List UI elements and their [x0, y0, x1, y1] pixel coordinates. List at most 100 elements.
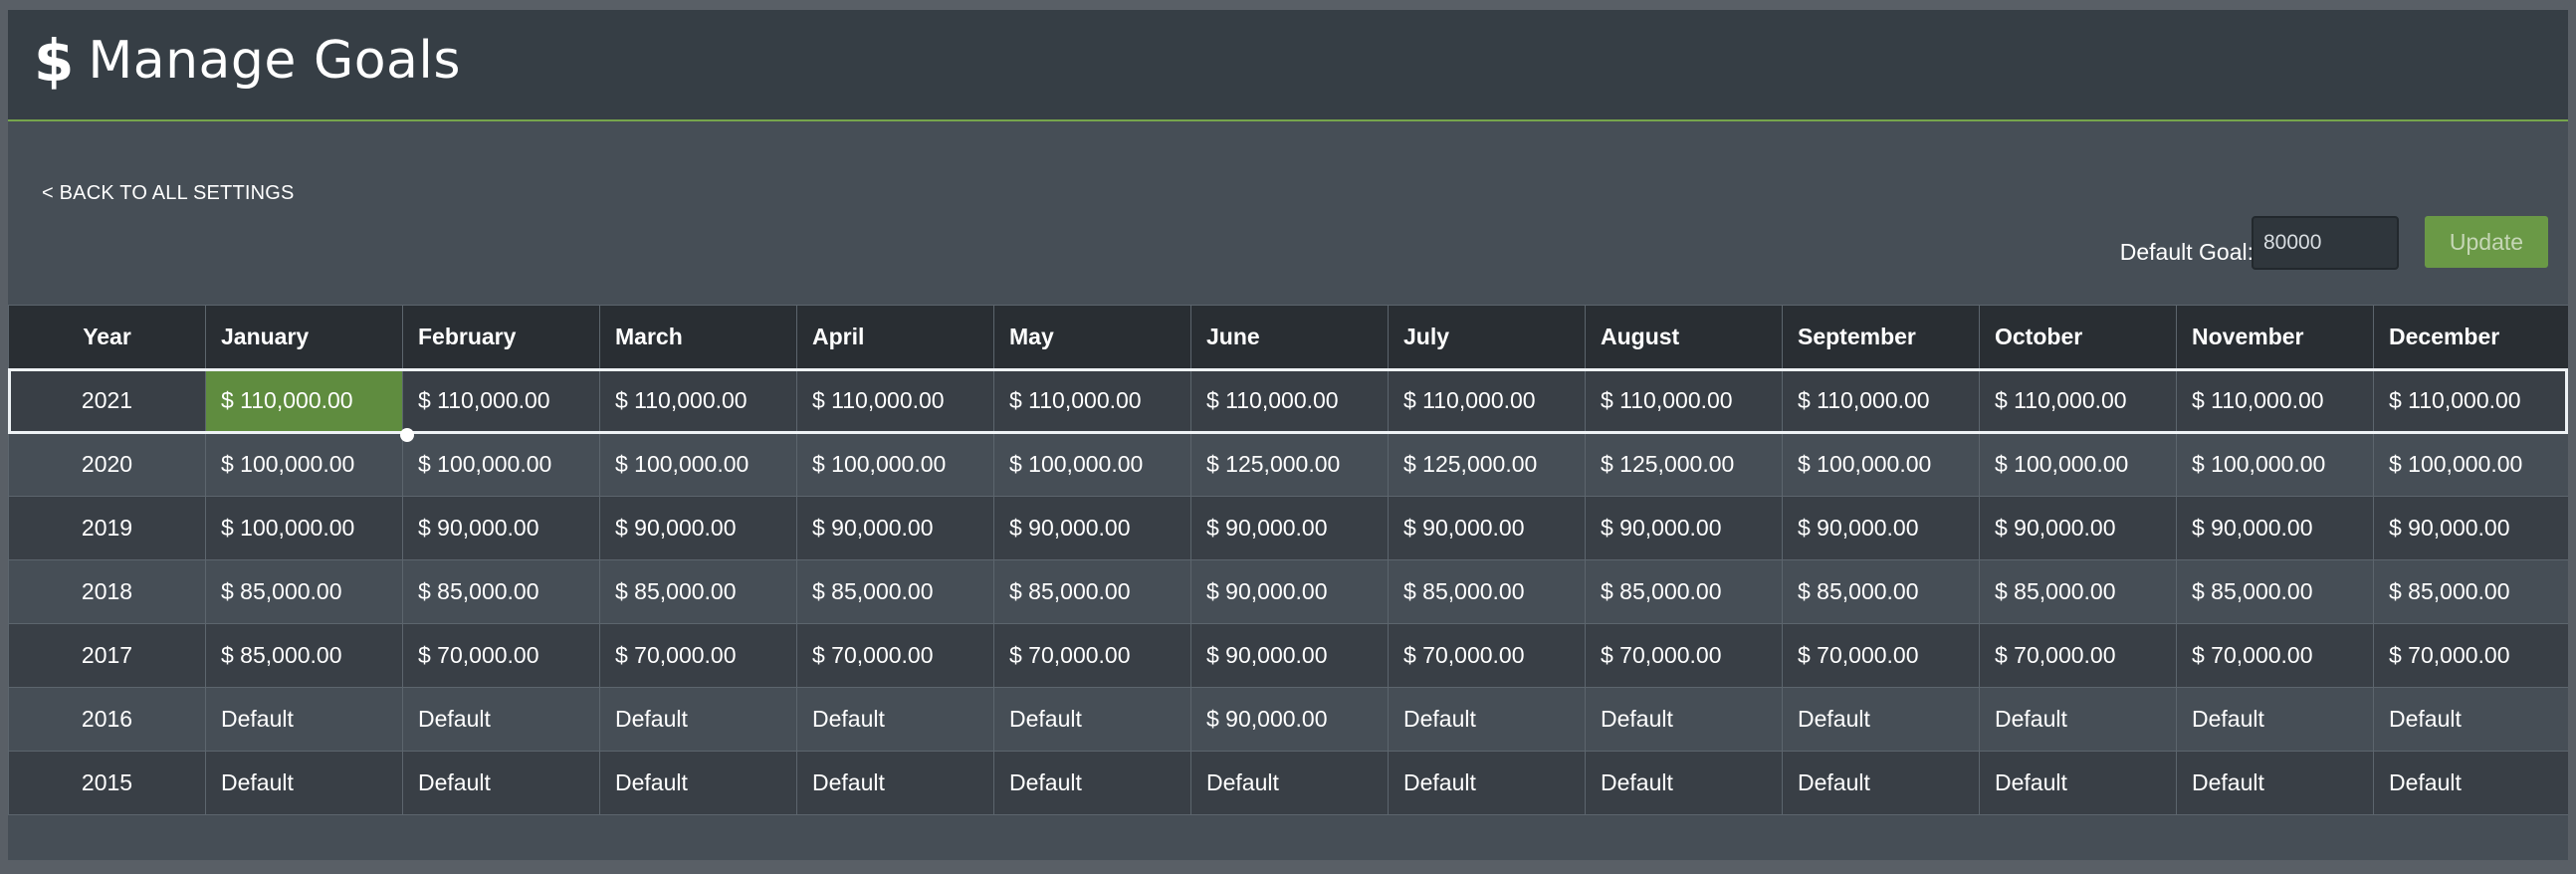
goal-cell-december[interactable]: Default	[2373, 687, 2568, 752]
goal-cell-april[interactable]: $ 85,000.00	[796, 559, 994, 624]
goal-cell-march[interactable]: $ 90,000.00	[599, 496, 797, 560]
goal-cell-october[interactable]: $ 90,000.00	[1979, 496, 2177, 560]
default-goal-input[interactable]	[2252, 216, 2399, 270]
goal-cell-july[interactable]: $ 70,000.00	[1388, 623, 1586, 688]
goal-cell-october[interactable]: Default	[1979, 751, 2177, 815]
goal-cell-september[interactable]: $ 90,000.00	[1782, 496, 1980, 560]
goal-cell-november[interactable]: $ 90,000.00	[2176, 496, 2374, 560]
goal-cell-august[interactable]: $ 110,000.00	[1585, 368, 1783, 433]
goal-cell-december[interactable]: $ 90,000.00	[2373, 496, 2568, 560]
back-to-settings-link[interactable]: < BACK TO ALL SETTINGS	[42, 182, 295, 204]
goal-cell-august[interactable]: $ 90,000.00	[1585, 496, 1783, 560]
goal-cell-june[interactable]: $ 90,000.00	[1190, 687, 1389, 752]
goal-cell-january[interactable]: $ 85,000.00	[205, 623, 403, 688]
goal-cell-march[interactable]: Default	[599, 687, 797, 752]
goal-cell-february[interactable]: $ 100,000.00	[402, 432, 600, 497]
goal-cell-march[interactable]: $ 70,000.00	[599, 623, 797, 688]
column-header-november: November	[2176, 305, 2374, 369]
goal-cell-august[interactable]: $ 85,000.00	[1585, 559, 1783, 624]
goal-cell-july[interactable]: $ 125,000.00	[1388, 432, 1586, 497]
goal-cell-june[interactable]: $ 125,000.00	[1190, 432, 1389, 497]
goal-cell-december[interactable]: Default	[2373, 751, 2568, 815]
goal-cell-october[interactable]: $ 85,000.00	[1979, 559, 2177, 624]
goal-cell-july[interactable]: $ 85,000.00	[1388, 559, 1586, 624]
goal-cell-april[interactable]: $ 90,000.00	[796, 496, 994, 560]
goal-cell-september[interactable]: $ 70,000.00	[1782, 623, 1980, 688]
goal-cell-april[interactable]: Default	[796, 687, 994, 752]
goal-cell-july[interactable]: Default	[1388, 751, 1586, 815]
goal-cell-august[interactable]: Default	[1585, 751, 1783, 815]
goal-cell-january[interactable]: $ 85,000.00	[205, 559, 403, 624]
goal-cell-june[interactable]: $ 110,000.00	[1190, 368, 1389, 433]
goal-cell-september[interactable]: $ 85,000.00	[1782, 559, 1980, 624]
goal-cell-november[interactable]: $ 70,000.00	[2176, 623, 2374, 688]
goal-cell-may[interactable]: Default	[993, 751, 1191, 815]
goal-cell-june[interactable]: $ 90,000.00	[1190, 559, 1389, 624]
goal-cell-november[interactable]: $ 85,000.00	[2176, 559, 2374, 624]
goal-cell-july[interactable]: $ 110,000.00	[1388, 368, 1586, 433]
goal-cell-january[interactable]: $ 100,000.00	[205, 432, 403, 497]
goal-cell-november[interactable]: Default	[2176, 751, 2374, 815]
goal-cell-october[interactable]: $ 110,000.00	[1979, 368, 2177, 433]
goal-cell-may[interactable]: $ 100,000.00	[993, 432, 1191, 497]
goal-cell-september[interactable]: $ 110,000.00	[1782, 368, 1980, 433]
goal-cell-january[interactable]: $ 100,000.00	[205, 496, 403, 560]
goal-cell-march[interactable]: Default	[599, 751, 797, 815]
goal-cell-december[interactable]: $ 100,000.00	[2373, 432, 2568, 497]
goal-cell-august[interactable]: Default	[1585, 687, 1783, 752]
goal-cell-june[interactable]: $ 90,000.00	[1190, 496, 1389, 560]
goal-cell-september[interactable]: Default	[1782, 751, 1980, 815]
fill-handle[interactable]	[400, 428, 414, 442]
page-title: Manage Goals	[88, 31, 461, 91]
goal-cell-may[interactable]: Default	[993, 687, 1191, 752]
goal-cell-january[interactable]: Default	[205, 687, 403, 752]
goal-cell-april[interactable]: $ 110,000.00	[796, 368, 994, 433]
goal-cell-april[interactable]: $ 70,000.00	[796, 623, 994, 688]
goal-cell-april[interactable]: Default	[796, 751, 994, 815]
goal-cell-february[interactable]: Default	[402, 687, 600, 752]
header-row: Year January February March April May June July…	[8, 305, 2568, 369]
update-button[interactable]: Update	[2425, 216, 2548, 268]
goal-cell-april[interactable]: $ 100,000.00	[796, 432, 994, 497]
goal-cell-march[interactable]: $ 110,000.00	[599, 368, 797, 433]
goal-cell-november[interactable]: Default	[2176, 687, 2374, 752]
goal-cell-february[interactable]: $ 70,000.00	[402, 623, 600, 688]
goal-cell-november[interactable]: $ 100,000.00	[2176, 432, 2374, 497]
goals-table-body: 2021 $ 110,000.00 $ 110,000.00 $ 110,000.00…	[8, 368, 2568, 815]
goal-cell-august[interactable]: $ 70,000.00	[1585, 623, 1783, 688]
goals-table: Year January February March April May June July…	[8, 305, 2568, 815]
goal-cell-february[interactable]: $ 110,000.00	[402, 368, 600, 433]
goal-cell-september[interactable]: $ 100,000.00	[1782, 432, 1980, 497]
goal-cell-june[interactable]: Default	[1190, 751, 1389, 815]
goal-cell-august[interactable]: $ 125,000.00	[1585, 432, 1783, 497]
goal-cell-october[interactable]: Default	[1979, 687, 2177, 752]
goal-cell-may[interactable]: $ 90,000.00	[993, 496, 1191, 560]
goal-cell-february[interactable]: Default	[402, 751, 600, 815]
table-row: 2019 $ 100,000.00 $ 90,000.00 $ 90,000.00 $ …	[8, 496, 2568, 560]
goal-cell-december[interactable]: $ 70,000.00	[2373, 623, 2568, 688]
column-header-september: September	[1782, 305, 1980, 369]
column-header-june: June	[1190, 305, 1389, 369]
column-header-february: February	[402, 305, 600, 369]
goal-cell-december[interactable]: $ 110,000.00	[2373, 368, 2568, 433]
goal-cell-february[interactable]: $ 90,000.00	[402, 496, 600, 560]
goal-cell-october[interactable]: $ 100,000.00	[1979, 432, 2177, 497]
goal-cell-may[interactable]: $ 70,000.00	[993, 623, 1191, 688]
table-row: 2017 $ 85,000.00 $ 70,000.00 $ 70,000.00 $ 7…	[8, 623, 2568, 688]
goal-cell-january[interactable]: Default	[205, 751, 403, 815]
column-header-april: April	[796, 305, 994, 369]
goal-cell-december[interactable]: $ 85,000.00	[2373, 559, 2568, 624]
goal-cell-june[interactable]: $ 90,000.00	[1190, 623, 1389, 688]
goal-cell-january[interactable]: $ 110,000.00	[205, 368, 403, 433]
goal-cell-may[interactable]: $ 110,000.00	[993, 368, 1191, 433]
goal-cell-july[interactable]: $ 90,000.00	[1388, 496, 1586, 560]
goal-cell-july[interactable]: Default	[1388, 687, 1586, 752]
goal-cell-november[interactable]: $ 110,000.00	[2176, 368, 2374, 433]
goal-cell-march[interactable]: $ 85,000.00	[599, 559, 797, 624]
goal-cell-february[interactable]: $ 85,000.00	[402, 559, 600, 624]
goal-cell-october[interactable]: $ 70,000.00	[1979, 623, 2177, 688]
year-cell: 2019	[8, 496, 206, 560]
goal-cell-may[interactable]: $ 85,000.00	[993, 559, 1191, 624]
goal-cell-march[interactable]: $ 100,000.00	[599, 432, 797, 497]
goal-cell-september[interactable]: Default	[1782, 687, 1980, 752]
